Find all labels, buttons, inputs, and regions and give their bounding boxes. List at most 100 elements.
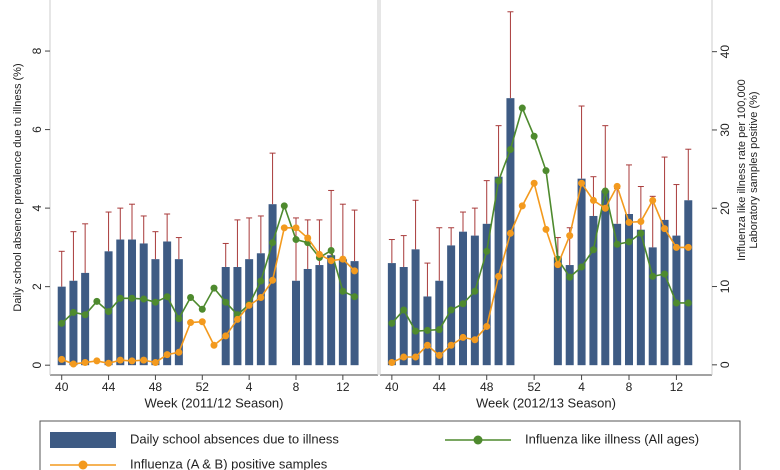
y-tick-label: 8 bbox=[30, 47, 44, 54]
bar bbox=[625, 214, 633, 366]
marker bbox=[151, 358, 159, 366]
marker bbox=[672, 243, 680, 251]
error-bar bbox=[483, 180, 490, 224]
marker bbox=[140, 295, 148, 303]
legend-box bbox=[39, 420, 741, 470]
marker bbox=[351, 267, 359, 275]
legend-swatch bbox=[473, 435, 483, 445]
legend-label: Daily school absences due to illness bbox=[130, 431, 339, 446]
bar bbox=[292, 280, 300, 366]
marker bbox=[578, 179, 586, 187]
marker bbox=[210, 341, 218, 349]
marker bbox=[327, 247, 335, 255]
marker bbox=[447, 306, 455, 314]
bar bbox=[163, 241, 172, 366]
error-bar bbox=[117, 207, 124, 240]
marker bbox=[400, 353, 408, 361]
marker bbox=[684, 299, 692, 307]
marker bbox=[81, 358, 89, 366]
bar bbox=[69, 280, 78, 366]
marker bbox=[222, 298, 230, 306]
marker bbox=[613, 182, 621, 190]
marker bbox=[245, 301, 253, 309]
marker bbox=[292, 224, 300, 232]
marker bbox=[58, 355, 66, 363]
marker bbox=[684, 243, 692, 251]
marker bbox=[128, 294, 136, 302]
bar bbox=[174, 259, 183, 366]
x-axis-title: Week (2011/12 Season) bbox=[145, 395, 284, 410]
error-bar bbox=[222, 242, 229, 268]
bar bbox=[268, 204, 277, 366]
marker bbox=[471, 336, 479, 344]
bar bbox=[221, 267, 230, 366]
bar bbox=[636, 229, 645, 366]
marker bbox=[69, 308, 77, 316]
marker bbox=[388, 319, 396, 327]
marker bbox=[589, 196, 597, 204]
marker bbox=[483, 322, 491, 330]
error-bar bbox=[602, 125, 609, 191]
marker bbox=[589, 246, 597, 254]
bar bbox=[81, 272, 90, 366]
marker bbox=[566, 232, 574, 240]
marker bbox=[187, 319, 195, 327]
marker bbox=[613, 240, 621, 248]
error-bar bbox=[436, 227, 443, 281]
marker bbox=[435, 351, 443, 359]
error-bar bbox=[590, 176, 597, 216]
bar bbox=[256, 253, 265, 366]
error-bar bbox=[70, 231, 77, 281]
marker bbox=[506, 146, 514, 154]
error-bar bbox=[673, 184, 680, 236]
bar bbox=[399, 267, 408, 366]
bar bbox=[459, 231, 467, 366]
marker bbox=[530, 179, 538, 187]
marker bbox=[601, 187, 609, 195]
bar bbox=[350, 261, 359, 366]
x-tick-label: 8 bbox=[626, 380, 633, 394]
error-bar bbox=[471, 207, 478, 236]
marker bbox=[269, 276, 277, 284]
marker bbox=[412, 327, 420, 335]
marker bbox=[339, 255, 347, 263]
bar bbox=[116, 239, 125, 366]
marker bbox=[128, 357, 136, 365]
bar bbox=[470, 235, 479, 366]
marker bbox=[140, 356, 148, 364]
bar bbox=[589, 215, 598, 366]
marker bbox=[530, 132, 538, 140]
bar bbox=[245, 259, 254, 366]
marker bbox=[315, 250, 323, 258]
marker bbox=[649, 272, 657, 280]
error-bar bbox=[424, 262, 431, 297]
error-bar bbox=[626, 164, 632, 215]
marker bbox=[649, 196, 657, 204]
marker bbox=[637, 218, 645, 226]
marker bbox=[518, 104, 526, 112]
marker bbox=[483, 247, 491, 255]
x-tick-label: 48 bbox=[149, 380, 163, 394]
marker bbox=[93, 357, 101, 365]
error-bar bbox=[578, 105, 585, 179]
marker bbox=[151, 298, 159, 306]
marker bbox=[163, 293, 171, 301]
marker bbox=[423, 326, 431, 334]
error-bar bbox=[328, 189, 335, 256]
marker bbox=[257, 277, 265, 285]
marker bbox=[459, 300, 467, 308]
marker bbox=[518, 202, 526, 210]
marker bbox=[175, 348, 183, 356]
marker bbox=[304, 234, 312, 242]
bar bbox=[565, 265, 574, 366]
marker bbox=[210, 284, 218, 292]
marker bbox=[269, 239, 277, 247]
y-tick-label: 0 bbox=[30, 362, 44, 369]
error-bar bbox=[400, 235, 407, 268]
x-tick-label: 52 bbox=[527, 380, 541, 394]
error-bar bbox=[495, 125, 502, 177]
x-tick-label: 48 bbox=[480, 380, 494, 394]
marker bbox=[672, 299, 680, 307]
y2-tick-label: 30 bbox=[718, 123, 732, 137]
bar bbox=[435, 280, 444, 366]
